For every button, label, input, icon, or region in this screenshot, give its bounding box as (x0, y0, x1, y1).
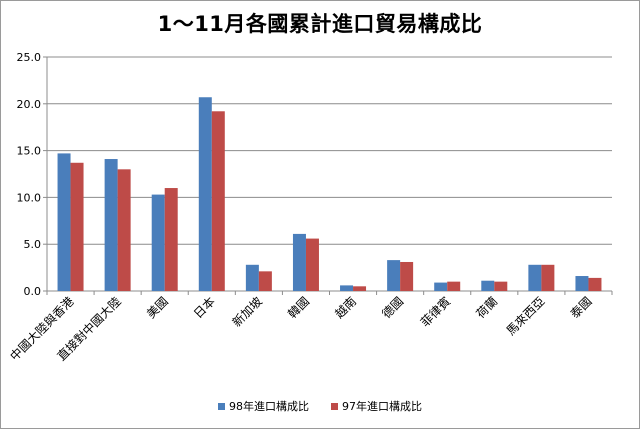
x-category-label-6: 越南 (332, 294, 360, 322)
legend-item-97: 97年進口構成比 (331, 398, 422, 414)
legend-swatch-98 (218, 402, 225, 410)
y-tick-label-1: 5.0 (24, 238, 42, 251)
bar-s1-7 (400, 261, 414, 291)
bar-s1-5 (305, 238, 319, 291)
bar-s0-4 (245, 264, 259, 291)
legend-item-98: 98年進口構成比 (218, 398, 309, 414)
x-category-label-7: 德國 (379, 294, 407, 322)
x-category-label-10: 馬來西亞 (504, 294, 548, 338)
bar-s0-7 (387, 260, 401, 291)
bar-s1-1 (117, 169, 131, 291)
x-category-label-3: 日本 (191, 294, 218, 321)
bar-s0-10 (528, 264, 542, 291)
x-category-label-8: 菲律賓 (417, 294, 453, 330)
bar-s0-3 (198, 97, 212, 291)
x-category-label-2: 美國 (144, 294, 171, 321)
y-tick-label-5: 25.0 (17, 51, 42, 64)
bar-s1-10 (541, 264, 555, 291)
bar-s1-3 (211, 111, 225, 292)
legend-swatch-97 (331, 402, 338, 410)
legend-label-98: 98年進口構成比 (229, 400, 309, 413)
bar-s1-11 (588, 277, 602, 291)
bar-s1-9 (494, 281, 508, 291)
bar-s0-9 (481, 280, 495, 291)
bar-s1-8 (447, 281, 461, 291)
bar-s0-11 (575, 276, 589, 291)
bar-s0-5 (292, 233, 306, 291)
legend-label-97: 97年進口構成比 (342, 400, 422, 413)
y-tick-label-3: 15.0 (17, 145, 42, 158)
bar-s0-0 (57, 153, 71, 291)
x-category-label-11: 泰國 (568, 294, 595, 321)
bar-s0-8 (434, 282, 448, 291)
chart-title: 1～11月各國累計進口貿易構成比 (157, 12, 483, 36)
x-category-label-9: 荷蘭 (474, 294, 501, 321)
legend: 98年進口構成比 97年進口構成比 (0, 398, 640, 414)
bar-s1-6 (353, 286, 367, 291)
x-category-label-5: 韓國 (285, 294, 312, 321)
x-category-label-4: 新加坡 (229, 294, 265, 330)
y-tick-label-4: 20.0 (17, 98, 42, 111)
bar-s1-0 (70, 162, 84, 291)
y-tick-label-2: 10.0 (17, 191, 42, 204)
bar-s0-1 (104, 159, 118, 291)
bar-s0-6 (340, 285, 354, 291)
y-tick-label-0: 0.0 (24, 285, 42, 298)
bar-s1-2 (164, 188, 178, 291)
bar-s1-4 (258, 271, 272, 291)
bar-s0-2 (151, 194, 165, 291)
